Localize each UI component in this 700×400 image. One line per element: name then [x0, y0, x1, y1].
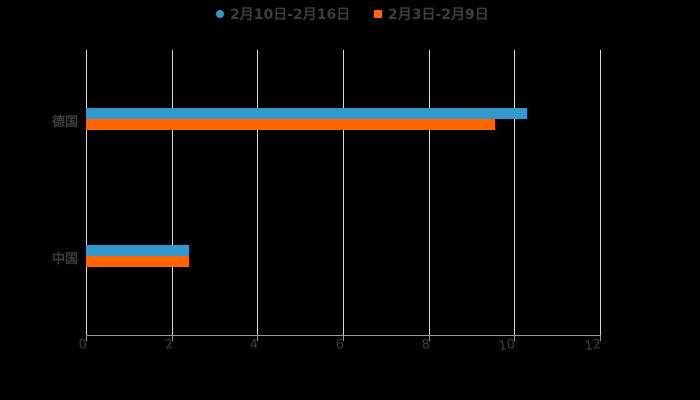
series-1-swatch-icon	[216, 10, 224, 18]
gridline	[172, 50, 173, 336]
legend-item-series-2[interactable]: 2月3日-2月9日	[374, 4, 489, 24]
x-tick-label: 0	[77, 337, 89, 354]
gridline	[514, 50, 515, 336]
series-2-swatch-icon	[374, 10, 382, 18]
gridline	[429, 50, 430, 336]
legend-label: 2月10日-2月16日	[230, 7, 351, 23]
legend-label: 2月3日-2月9日	[388, 7, 489, 23]
x-tick	[600, 336, 601, 341]
category-label-germany: 德国	[51, 115, 78, 130]
x-tick	[343, 336, 344, 341]
bar-china-series-2[interactable]	[86, 256, 189, 267]
x-tick-label: 10	[497, 337, 517, 355]
x-tick-label: 12	[583, 337, 603, 355]
x-tick	[86, 336, 87, 341]
x-tick-label: 2	[163, 337, 175, 354]
bar-germany-series-1[interactable]	[86, 108, 528, 119]
gridline	[86, 50, 87, 336]
gridline	[343, 50, 344, 336]
bar-china-series-1[interactable]	[86, 245, 189, 256]
legend-item-series-1[interactable]: 2月10日-2月16日	[216, 4, 350, 24]
chart-legend: 2月10日-2月16日 2月3日-2月9日	[0, 4, 700, 24]
x-tick	[257, 336, 258, 341]
x-tick-label: 6	[334, 337, 346, 354]
x-tick-label: 4	[248, 337, 260, 354]
x-tick	[514, 336, 515, 341]
x-axis-line	[86, 335, 601, 336]
x-tick-label: 8	[420, 337, 432, 354]
x-tick	[172, 336, 173, 341]
x-tick	[429, 336, 430, 341]
gridline	[600, 50, 601, 336]
gridline	[257, 50, 258, 336]
bar-germany-series-2[interactable]	[86, 119, 496, 130]
category-label-china: 中国	[51, 252, 78, 267]
